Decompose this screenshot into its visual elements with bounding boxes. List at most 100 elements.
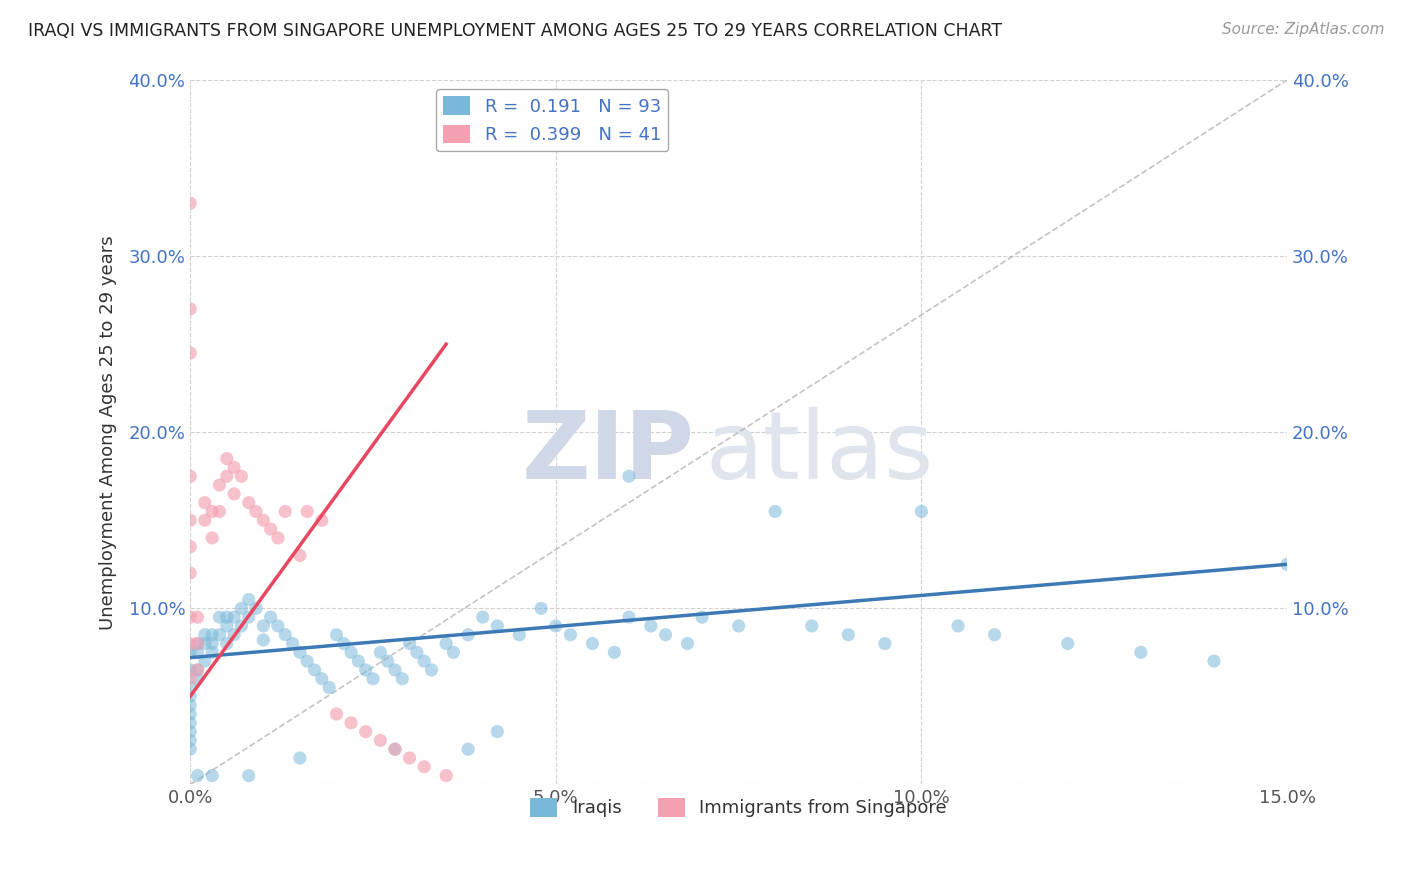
Point <box>420 663 443 677</box>
Point <box>325 706 347 721</box>
Point <box>581 636 603 650</box>
Point <box>763 504 786 518</box>
Point <box>179 540 201 554</box>
Point <box>252 513 274 527</box>
Point <box>208 628 231 642</box>
Point <box>281 636 304 650</box>
Point <box>215 469 238 483</box>
Point <box>398 636 420 650</box>
Point <box>274 628 297 642</box>
Point <box>391 672 413 686</box>
Point <box>370 733 392 747</box>
Point <box>252 619 274 633</box>
Point <box>186 672 208 686</box>
Point <box>1275 558 1298 572</box>
Point <box>295 654 318 668</box>
Point <box>603 645 626 659</box>
Point <box>201 531 224 545</box>
Point <box>252 633 274 648</box>
Point <box>910 504 932 518</box>
Point <box>676 636 699 650</box>
Point <box>194 654 217 668</box>
Point <box>179 663 201 677</box>
Point <box>617 610 640 624</box>
Point <box>179 346 201 360</box>
Point <box>186 645 208 659</box>
Point <box>311 672 333 686</box>
Point <box>215 610 238 624</box>
Point <box>1202 654 1225 668</box>
Point <box>295 504 318 518</box>
Point <box>274 504 297 518</box>
Point <box>413 760 436 774</box>
Point <box>194 628 217 642</box>
Point <box>222 460 245 475</box>
Point <box>208 610 231 624</box>
Point <box>384 663 406 677</box>
Point <box>231 619 253 633</box>
Point <box>222 610 245 624</box>
Point <box>486 724 509 739</box>
Point <box>208 504 231 518</box>
Point <box>259 610 281 624</box>
Point <box>179 610 201 624</box>
Point <box>208 478 231 492</box>
Point <box>179 636 201 650</box>
Point <box>727 619 749 633</box>
Point <box>238 769 260 783</box>
Point <box>617 469 640 483</box>
Point <box>267 531 290 545</box>
Point <box>201 769 224 783</box>
Point <box>370 645 392 659</box>
Text: atlas: atlas <box>706 408 934 500</box>
Y-axis label: Unemployment Among Ages 25 to 29 years: Unemployment Among Ages 25 to 29 years <box>100 235 117 630</box>
Point <box>245 601 267 615</box>
Point <box>222 487 245 501</box>
Point <box>201 645 224 659</box>
Point <box>434 636 457 650</box>
Point <box>354 724 377 739</box>
Point <box>179 672 201 686</box>
Point <box>179 724 201 739</box>
Point <box>179 513 201 527</box>
Point <box>1056 636 1078 650</box>
Point <box>434 769 457 783</box>
Point <box>179 566 201 580</box>
Point <box>186 663 208 677</box>
Point <box>347 654 370 668</box>
Point <box>530 601 553 615</box>
Point <box>288 549 311 563</box>
Point <box>690 610 713 624</box>
Point <box>194 513 217 527</box>
Point <box>231 601 253 615</box>
Point <box>186 636 208 650</box>
Point <box>311 513 333 527</box>
Point <box>304 663 326 677</box>
Point <box>384 742 406 756</box>
Text: IRAQI VS IMMIGRANTS FROM SINGAPORE UNEMPLOYMENT AMONG AGES 25 TO 29 YEARS CORREL: IRAQI VS IMMIGRANTS FROM SINGAPORE UNEMP… <box>28 22 1002 40</box>
Point <box>354 663 377 677</box>
Point <box>288 645 311 659</box>
Point <box>201 504 224 518</box>
Point <box>377 654 399 668</box>
Point <box>654 628 676 642</box>
Point <box>201 628 224 642</box>
Point <box>194 496 217 510</box>
Point <box>544 619 567 633</box>
Point <box>946 619 969 633</box>
Point <box>179 715 201 730</box>
Point <box>560 628 582 642</box>
Point <box>640 619 662 633</box>
Point <box>179 742 201 756</box>
Point <box>288 751 311 765</box>
Point <box>179 690 201 704</box>
Point <box>179 301 201 316</box>
Point <box>215 619 238 633</box>
Point <box>457 742 479 756</box>
Point <box>471 610 494 624</box>
Point <box>201 636 224 650</box>
Point <box>238 610 260 624</box>
Point <box>231 469 253 483</box>
Point <box>267 619 290 633</box>
Point <box>384 742 406 756</box>
